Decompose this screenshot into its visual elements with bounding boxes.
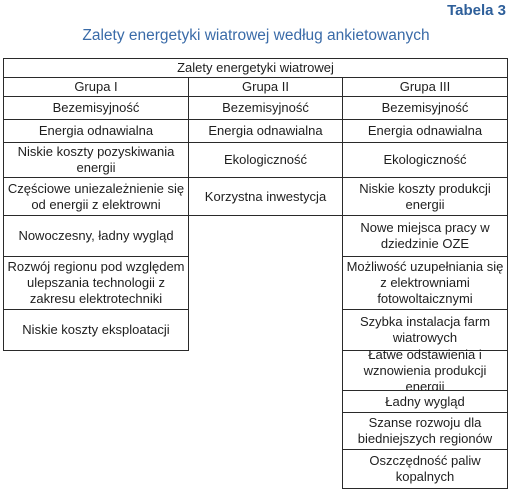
group-header-1: Grupa I <box>3 77 189 97</box>
table-caption: Zalety energetyki wiatrowej według ankie… <box>82 27 430 44</box>
group2-item: Ekologiczność <box>188 142 343 178</box>
group3-item: Łatwe odstawienia i wznowienia produkcji… <box>342 347 508 394</box>
group3-item: Oszczędność paliw kopalnych <box>342 449 508 489</box>
group3-item: Szanse rozwoju dla biedniejszych regionó… <box>342 412 508 450</box>
group3-item: Możliwość uzupełniania się z elektrownia… <box>342 256 508 310</box>
group1-item: Częściowe uniezależnienie się od energii… <box>3 177 189 216</box>
group2-item: Korzystna inwestycja <box>188 177 343 216</box>
group1-item: Niskie koszty eksploatacji <box>3 309 189 351</box>
group1-item: Niskie koszty pozyskiwania energii <box>3 142 189 178</box>
group1-item: Bezemisyjność <box>3 96 189 120</box>
group3-item: Ekologiczność <box>342 142 508 178</box>
group3-item: Szybka instalacja farm wiatrowych <box>342 309 508 351</box>
group1-item: Nowoczesny, ładny wygląd <box>3 215 189 257</box>
group3-item: Niskie koszty produkcji energii <box>342 177 508 216</box>
group2-item: Energia odnawialna <box>188 119 343 143</box>
group1-item: Rozwój regionu pod względem ulepszania t… <box>3 256 189 310</box>
advantages-table: Zalety energetyki wiatrowej Grupa I Grup… <box>3 58 508 489</box>
group-header-2: Grupa II <box>188 77 343 97</box>
group3-item: Bezemisyjność <box>342 96 508 120</box>
group-header-3: Grupa III <box>342 77 508 97</box>
group3-item: Nowe miejsca pracy w dziedzinie OZE <box>342 215 508 257</box>
group1-item: Energia odnawialna <box>3 119 189 143</box>
group3-item: Ładny wygląd <box>342 390 508 413</box>
group3-item: Energia odnawialna <box>342 119 508 143</box>
table-number: Tabela 3 <box>447 2 506 19</box>
group2-item: Bezemisyjność <box>188 96 343 120</box>
table-header: Zalety energetyki wiatrowej <box>3 58 508 78</box>
